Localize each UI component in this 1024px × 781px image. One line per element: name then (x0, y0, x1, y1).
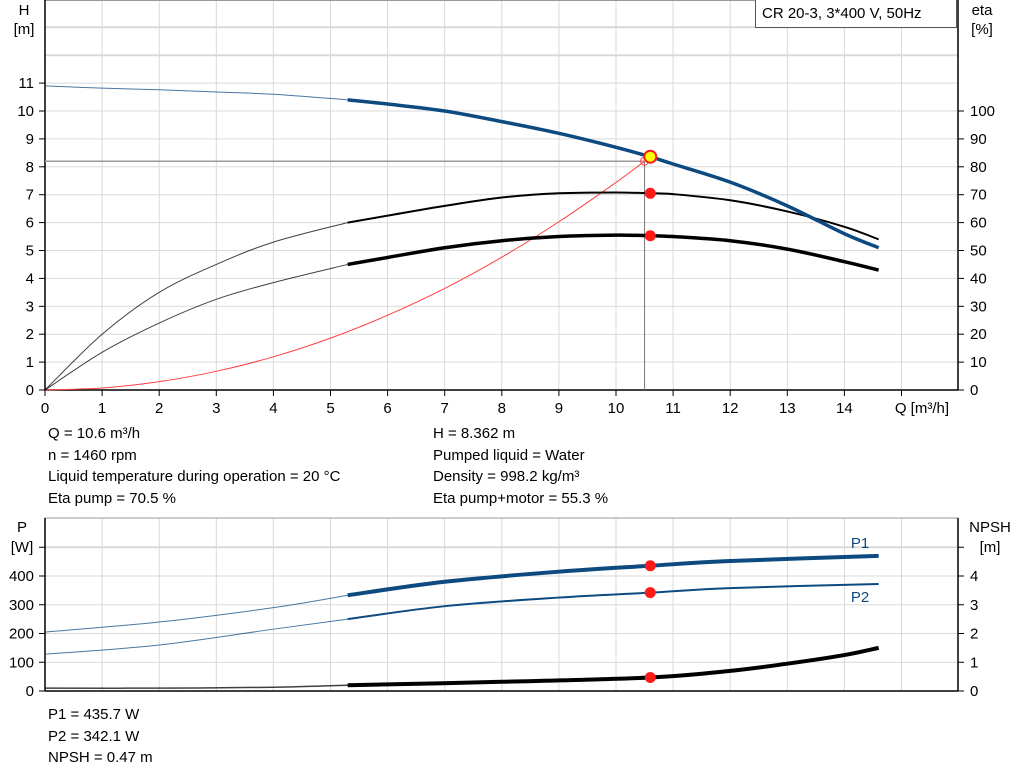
npsh-line (347, 645, 880, 688)
y-tick-label-right: 50 (970, 243, 987, 260)
chart-marks (44, 85, 880, 689)
info-flow: Q = 10.6 m³/h (48, 425, 141, 442)
info-temperature: Liquid temperature during operation = 20… (48, 468, 341, 485)
bottom-grid (44, 517, 959, 692)
y-axis-unit-right: [%] (971, 21, 993, 38)
operating-info-right: H = 8.362 m Pumped liquid = Water Densit… (433, 423, 608, 509)
y-tick-label-right: 80 (970, 159, 987, 176)
duty-point-eta-pump-motor-marker (644, 230, 656, 242)
info-p2: P2 = 342.1 W (48, 727, 140, 745)
y-tick-label-left: 1 (26, 354, 34, 371)
duty-point-p1-marker (644, 560, 656, 572)
x-tick-label: 2 (155, 400, 163, 417)
x-tick-label: 8 (498, 400, 506, 417)
y-tick-label-left: 7 (26, 187, 34, 204)
x-tick-label: 6 (383, 400, 391, 417)
y-tick-label-left: 10 (17, 103, 34, 120)
x-tick-label: 11 (665, 400, 681, 417)
x-tick-label: 13 (779, 400, 796, 417)
p2-series-label: P2 (851, 589, 869, 606)
y-axis-title-right: NPSH (969, 519, 1011, 536)
p1-series-label: P1 (851, 535, 869, 552)
y-tick-label-left: 2 (26, 326, 34, 343)
pump-legend-title: CR 20-3, 3*400 V, 50Hz (755, 0, 957, 28)
y-tick-label-left: 300 (9, 597, 34, 614)
p1-line (347, 553, 879, 598)
y-tick-label-right: 20 (970, 326, 987, 343)
y-axis-title-left: P (17, 519, 27, 536)
y-tick-label-right: 100 (970, 103, 995, 120)
y-tick-label-right: 0 (970, 382, 978, 399)
x-tick-label: 12 (722, 400, 739, 417)
duty-point-p2-marker (644, 587, 656, 599)
y-tick-label-right: 2 (970, 626, 978, 643)
x-tick-label: 14 (836, 400, 853, 417)
y-tick-label-left: 9 (26, 131, 34, 148)
y-tick-label-right: 3 (970, 597, 978, 614)
y-axis-unit-left: [W] (11, 539, 34, 556)
operating-info-left: Q = 10.6 m³/h n = 1460 rpm Liquid temper… (48, 423, 340, 509)
power-info: P1 = 435.7 W P2 = 342.1 W NPSH = 0.47 m (48, 704, 153, 769)
p2-line (347, 583, 879, 621)
y-tick-label-right: 0 (970, 683, 978, 700)
npsh-line-extrapolated (44, 684, 348, 689)
info-speed: n = 1460 rpm (48, 446, 137, 464)
duty-point-eta-pump-marker (644, 187, 656, 199)
y-tick-label-right: 70 (970, 187, 987, 204)
x-tick-label: 0 (41, 400, 49, 417)
system-curve-line (44, 160, 645, 391)
y-tick-label-left: 4 (26, 270, 34, 287)
y-tick-label-right: 10 (970, 354, 987, 371)
x-tick-label: 1 (98, 400, 106, 417)
y-tick-label-left: 0 (26, 683, 34, 700)
info-head: H = 8.362 m (433, 425, 516, 442)
axis-labels: 0 1 2 3 4 5 6 7 8 9 10 11 12 13 14 Q [m³/h]012345678910… (9, 2, 1011, 700)
y-tick-label-left: 200 (9, 626, 34, 643)
x-tick-label: 5 (326, 400, 334, 417)
eta-pump-motor-line (347, 233, 880, 272)
top-grid (44, 0, 959, 391)
x-tick-label: 7 (441, 400, 449, 417)
y-tick-label-right: 90 (970, 131, 987, 148)
y-tick-label-right: 30 (970, 298, 987, 315)
head-line (347, 98, 880, 250)
eta-pump-line-extrapolated (44, 222, 348, 391)
eta-pump-line (347, 191, 880, 241)
head-line-extrapolated (44, 85, 348, 101)
eta-pump-motor-line-extrapolated (44, 263, 348, 391)
p2-line-extrapolated (44, 618, 348, 655)
x-tick-label: 9 (555, 400, 563, 417)
y-axis-title-left: H (19, 2, 30, 19)
y-tick-label-left: 100 (9, 654, 34, 671)
y-tick-label-right: 4 (970, 568, 978, 585)
duty-point-head-marker (643, 149, 658, 164)
info-npsh: NPSH = 0.47 m (48, 749, 153, 766)
y-tick-label-right: 1 (970, 654, 978, 671)
y-tick-label-left: 11 (18, 75, 34, 92)
y-tick-label-right: 40 (970, 270, 987, 287)
y-tick-label-left: 5 (26, 243, 34, 260)
y-axis-unit-right: [m] (980, 539, 1001, 556)
y-tick-label-left: 3 (26, 298, 34, 315)
info-eta-pump: Eta pump = 70.5 % (48, 489, 176, 507)
y-tick-label-left: 8 (26, 159, 34, 176)
y-axis-title-right: eta (972, 2, 994, 19)
y-axis-unit-left: [m] (14, 21, 35, 38)
info-eta-pump-motor: Eta pump+motor = 55.3 % (433, 489, 609, 507)
x-axis-title: Q [m³/h] (895, 400, 949, 417)
x-tick-label: 4 (269, 400, 277, 417)
info-p1: P1 = 435.7 W (48, 706, 140, 723)
x-tick-label: 10 (608, 400, 625, 417)
x-tick-label: 3 (212, 400, 220, 417)
duty-point-npsh-marker (644, 671, 656, 683)
y-tick-label-right: 60 (970, 215, 987, 232)
info-liquid: Pumped liquid = Water (433, 446, 585, 464)
y-tick-label-left: 0 (26, 382, 34, 399)
p1-line-extrapolated (44, 594, 348, 633)
info-density: Density = 998.2 kg/m³ (433, 468, 580, 485)
y-tick-label-left: 6 (26, 215, 34, 232)
y-tick-label-left: 400 (9, 568, 34, 585)
